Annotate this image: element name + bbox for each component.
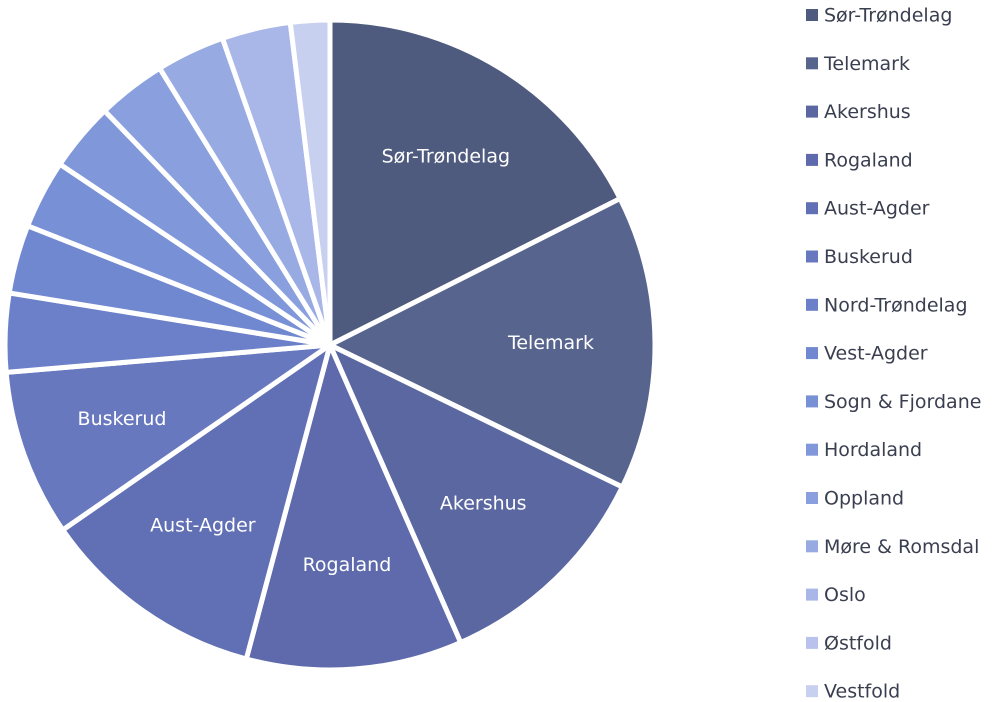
legend-swatch <box>806 202 818 215</box>
legend-label: Vestfold <box>824 681 900 702</box>
legend-label: Oppland <box>824 488 904 510</box>
pie-slice <box>327 342 625 646</box>
pie-slice <box>327 17 623 348</box>
pie-slice <box>327 196 658 490</box>
legend-swatch <box>806 685 818 698</box>
slice-label: Telemark <box>507 332 594 354</box>
legend-swatch <box>806 153 818 166</box>
slice-label: Aust-Agder <box>150 514 256 536</box>
legend-swatch <box>806 105 818 118</box>
legend-label: Hordaland <box>824 439 922 461</box>
legend-swatch <box>806 443 818 456</box>
legend-label: Buskerud <box>824 246 913 268</box>
pie-slice <box>60 342 333 662</box>
legend-swatch <box>806 540 818 553</box>
legend-swatch <box>806 395 818 408</box>
legend-swatch <box>806 57 818 70</box>
legend-label: Oslo <box>824 584 866 606</box>
legend-swatch <box>806 636 818 649</box>
legend-label: Nord-Trøndelag <box>824 294 968 316</box>
legend-swatch <box>806 298 818 311</box>
legend-label: Aust-Agder <box>824 198 930 220</box>
slice-label: Rogaland <box>303 554 392 576</box>
legend-swatch <box>806 588 818 601</box>
legend-label: Telemark <box>823 53 910 75</box>
legend-label: Sogn & Fjordane <box>824 391 981 413</box>
slice-label: Akershus <box>440 493 527 515</box>
legend-swatch <box>806 492 818 504</box>
slice-label: Sør-Trøndelag <box>382 145 510 167</box>
pie-slice <box>3 342 333 533</box>
legend-label: Vest-Agder <box>824 343 928 365</box>
legend-swatch <box>806 250 818 263</box>
legend-label: Møre & Romsdal <box>824 536 979 558</box>
slice-label: Buskerud <box>78 408 167 430</box>
legend-swatch <box>806 347 818 360</box>
pie-slice <box>287 17 333 348</box>
pie-slice <box>243 342 464 673</box>
legend-label: Østfold <box>824 632 892 654</box>
legend-label: Rogaland <box>824 149 913 171</box>
legend-swatch <box>806 9 818 21</box>
legend-label: Akershus <box>824 101 911 123</box>
legend-label: Sør-Trøndelag <box>824 5 952 27</box>
